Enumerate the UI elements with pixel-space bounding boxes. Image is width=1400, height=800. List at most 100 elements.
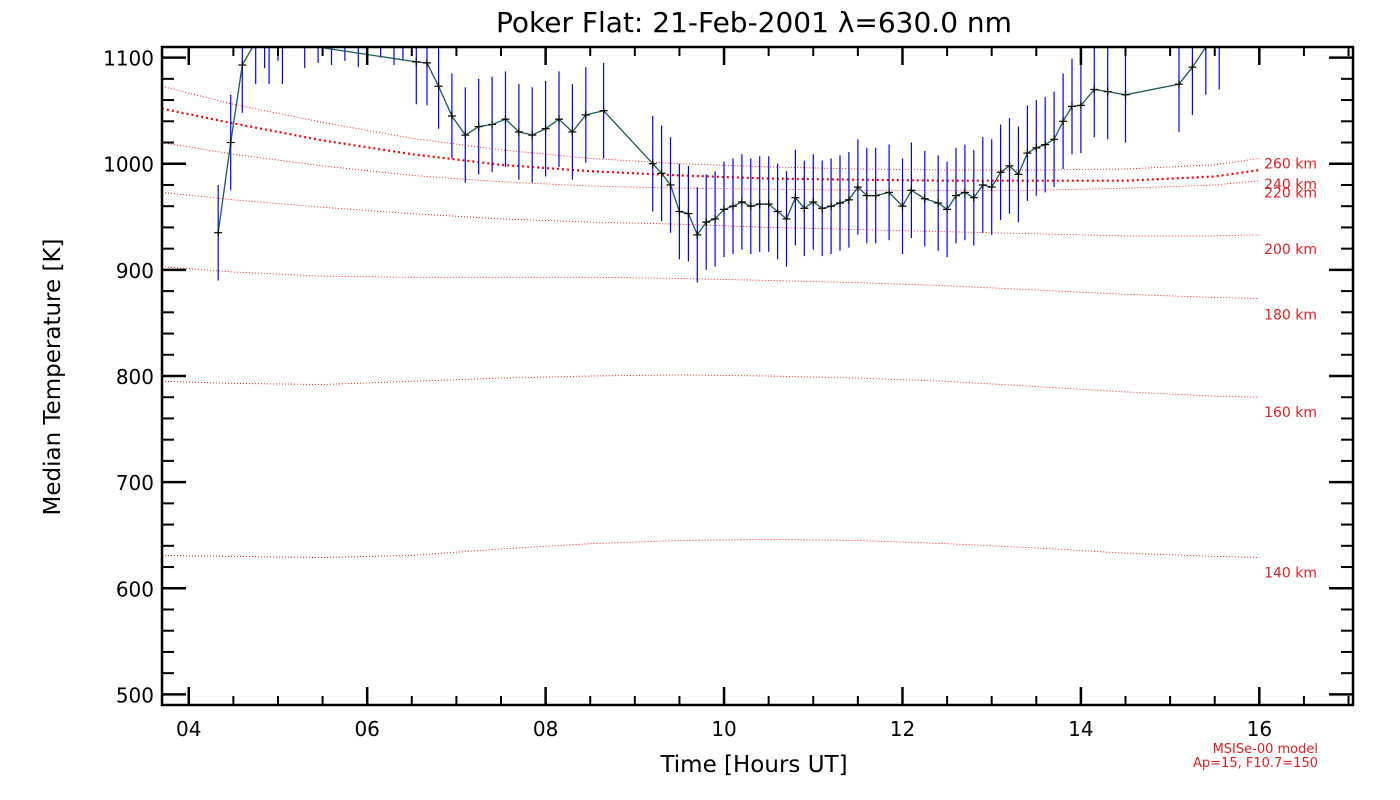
- model-note: MSISe-00 model: [1213, 742, 1318, 757]
- data-point: [265, 38, 273, 46]
- data-point: [728, 202, 737, 211]
- data-point: [1103, 87, 1112, 96]
- data-point: [952, 191, 960, 200]
- data-point: [800, 204, 809, 213]
- data-point: [885, 188, 894, 197]
- model-curve-140km: [162, 538, 1260, 558]
- data-point: [1076, 101, 1085, 110]
- data-point: [1090, 85, 1099, 94]
- x-tick-label: 16: [1247, 717, 1272, 741]
- data-point: [581, 110, 590, 119]
- model-curves: [162, 85, 1260, 558]
- data-point: [1059, 117, 1068, 126]
- x-tick-label: 12: [890, 717, 915, 741]
- data-point: [836, 199, 845, 208]
- data-point: [657, 169, 666, 178]
- model-curve-180km: [162, 266, 1260, 299]
- data-point: [746, 202, 755, 211]
- data-point: [666, 180, 675, 189]
- data-point: [447, 111, 456, 120]
- data-point: [541, 124, 550, 133]
- data-point: [934, 199, 943, 208]
- data-point: [898, 202, 907, 211]
- data-point: [278, 38, 286, 46]
- data-point: [791, 193, 800, 202]
- altitude-label: 200 km: [1264, 242, 1317, 258]
- data-point: [1050, 135, 1059, 144]
- data-point: [773, 207, 782, 216]
- data-point: [818, 204, 827, 213]
- data-point: [1188, 63, 1197, 72]
- y-tick-label: 700: [116, 471, 154, 495]
- data-point: [862, 191, 871, 200]
- model-curve-160km: [162, 374, 1260, 398]
- y-tick-label: 900: [116, 259, 154, 283]
- data-point: [1014, 170, 1023, 179]
- x-tick-label: 06: [354, 717, 379, 741]
- data-point: [422, 58, 431, 67]
- data-point: [969, 193, 978, 202]
- data-point: [1201, 47, 1210, 51]
- data-point: [684, 209, 693, 218]
- data-point: [987, 183, 996, 192]
- altitude-label: 140 km: [1264, 566, 1317, 582]
- data-point: [782, 214, 791, 223]
- data-point: [252, 38, 260, 46]
- data-point: [461, 131, 470, 140]
- altitude-label: 260 km: [1264, 156, 1317, 172]
- data-point: [514, 127, 523, 136]
- data-point: [720, 205, 729, 214]
- model-curve-200km: [162, 191, 1260, 237]
- data-point: [871, 191, 880, 200]
- data-point: [755, 200, 764, 209]
- model-params-note: Ap=15, F10.7=150: [1193, 756, 1318, 771]
- data-point: [920, 194, 929, 203]
- data-point: [1215, 38, 1223, 46]
- data-point: [853, 183, 862, 192]
- altitude-label: 220 km: [1264, 186, 1317, 202]
- data-point: [555, 115, 563, 124]
- x-tick-label: 10: [711, 717, 736, 741]
- y-tick-label: 1100: [103, 47, 154, 71]
- data-point: [943, 205, 952, 214]
- data-point: [1005, 161, 1014, 170]
- altitude-label: 160 km: [1264, 405, 1317, 421]
- data-point: [1023, 149, 1032, 158]
- data-point: [809, 197, 818, 206]
- data-point: [844, 195, 853, 204]
- plot-frame: [160, 45, 1355, 707]
- x-tick-label: 14: [1068, 717, 1093, 741]
- data-point: [702, 218, 711, 227]
- altitude-label: 240 km: [1264, 177, 1317, 193]
- measured-data: [214, 38, 1223, 239]
- data-point: [960, 188, 969, 197]
- data-point: [978, 180, 987, 189]
- data-point: [1175, 80, 1184, 89]
- data-point: [412, 57, 421, 66]
- y-tick-label: 500: [116, 683, 154, 707]
- data-point: [434, 82, 443, 91]
- data-point: [238, 61, 247, 70]
- data-point: [1121, 90, 1130, 99]
- y-tick-label: 1000: [103, 153, 154, 177]
- data-point: [528, 131, 537, 140]
- altitude-label: 180 km: [1264, 308, 1317, 324]
- y-tick-label: 800: [116, 365, 154, 389]
- data-point: [1067, 102, 1076, 111]
- data-point: [711, 214, 720, 223]
- x-tick-label: 04: [176, 717, 201, 741]
- model-curve-220km: [162, 142, 1260, 191]
- data-point: [568, 127, 577, 136]
- data-point: [599, 106, 608, 115]
- x-axis-label: Time [Hours UT]: [659, 752, 847, 778]
- error-bars: [217, 47, 1220, 283]
- data-point: [226, 138, 235, 147]
- data-point: [764, 200, 773, 209]
- data-point: [501, 115, 510, 124]
- data-point: [675, 207, 684, 216]
- x-tick-label: 08: [533, 717, 558, 741]
- data-point: [648, 159, 657, 168]
- data-point: [474, 122, 483, 131]
